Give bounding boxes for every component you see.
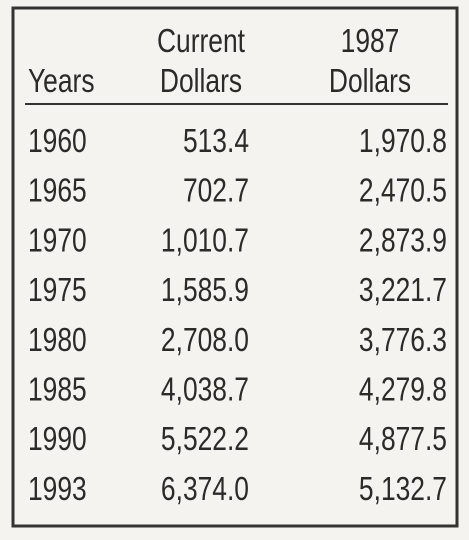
table-cell: 1960 [28, 123, 87, 159]
table-cell: 2,470.5 [359, 173, 447, 209]
table-cell: 513.4 [183, 123, 249, 159]
header-cell: Current [157, 23, 246, 59]
table-cell: 4,279.8 [359, 372, 447, 408]
table-cell: 1985 [28, 372, 87, 408]
table-cell: 1,585.9 [161, 272, 249, 308]
table-cell: 1,010.7 [161, 223, 249, 259]
table-cell: 702.7 [183, 173, 249, 209]
table-cell: 4,038.7 [161, 372, 249, 408]
table-cell: 2,873.9 [359, 223, 447, 259]
table-cell: 1,970.8 [359, 123, 447, 159]
table-cell: 1990 [28, 421, 87, 457]
header-cell: 1987 [341, 23, 400, 59]
table-cell: 3,776.3 [359, 322, 447, 358]
table-cell: 6,374.0 [161, 471, 249, 507]
table-cell: 5,132.7 [359, 471, 447, 507]
header-cell: Dollars [329, 63, 411, 99]
table-border [11, 6, 459, 528]
table-cell: 2,708.0 [161, 322, 249, 358]
table-cell: 3,221.7 [359, 272, 447, 308]
table-cell: 1980 [28, 322, 87, 358]
table-cell: 5,522.2 [161, 421, 249, 457]
table-cell: 1975 [28, 272, 87, 308]
table-cell: 1970 [28, 223, 87, 259]
table-cell: 1965 [28, 173, 87, 209]
header-cell: Dollars [160, 63, 242, 99]
table-cell: 4,877.5 [359, 421, 447, 457]
table-cell: 1993 [28, 471, 87, 507]
header-cell: Years [28, 63, 95, 99]
